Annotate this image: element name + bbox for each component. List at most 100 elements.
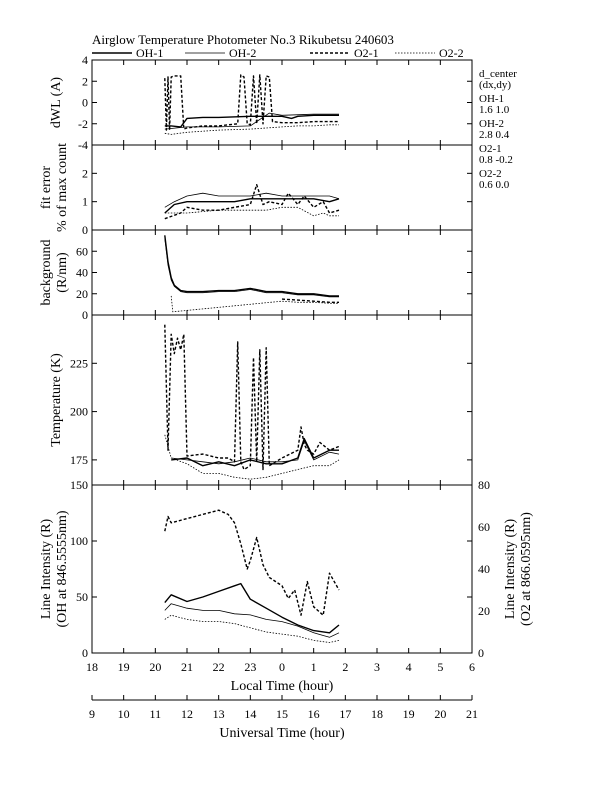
side-item-name: OH-1 bbox=[479, 93, 504, 105]
ut-tick-label: 13 bbox=[213, 707, 225, 721]
ut-tick-label: 14 bbox=[244, 707, 256, 721]
series-group bbox=[164, 324, 340, 480]
panel-frame bbox=[91, 314, 473, 486]
local-tick-label: 19 bbox=[118, 660, 130, 674]
y-tick-label: 100 bbox=[70, 534, 88, 548]
series-o2-1 bbox=[281, 298, 339, 303]
y-tick-label: 2 bbox=[82, 166, 88, 180]
y-tick-label: 175 bbox=[70, 453, 88, 467]
y-tick-label: 150 bbox=[70, 478, 88, 492]
y-label: fit error bbox=[39, 166, 54, 209]
series-o2-2 bbox=[164, 124, 339, 135]
panel-frame bbox=[91, 484, 473, 654]
ut-tick-label: 9 bbox=[89, 707, 95, 721]
y-tick-label: 50 bbox=[76, 590, 88, 604]
legend-entry-oh-1: OH-1 bbox=[92, 46, 163, 60]
y-tick-label: 0 bbox=[82, 96, 88, 110]
series-o2-1 bbox=[164, 509, 340, 616]
series-o2-1 bbox=[164, 324, 340, 471]
series-o2-2 bbox=[164, 206, 339, 217]
y-tick-label: 0 bbox=[82, 223, 88, 237]
y-right-tick-label: 0 bbox=[478, 646, 484, 660]
side-item-name: OH-2 bbox=[479, 118, 504, 130]
y-label-2: (R/nm) bbox=[55, 252, 70, 293]
series-oh-1 bbox=[164, 198, 340, 214]
y-label: Temperature (K) bbox=[49, 353, 64, 447]
local-tick-label: 22 bbox=[213, 660, 225, 674]
ut-tick-label: 18 bbox=[371, 707, 383, 721]
y-tick-label: -2 bbox=[78, 117, 88, 131]
series-oh-2-low bbox=[164, 603, 340, 638]
series-o2-2 bbox=[164, 614, 340, 643]
ut-tick-label: 21 bbox=[466, 707, 478, 721]
series-oh-2 bbox=[164, 112, 339, 130]
y-label: Line Intensity (R) bbox=[39, 519, 54, 620]
y-tick-label: 60 bbox=[76, 244, 88, 258]
series-o2-1 bbox=[164, 183, 340, 220]
y-tick-label: 0 bbox=[82, 308, 88, 322]
side-item-values: 0.6 0.0 bbox=[479, 179, 510, 191]
side-item-values: 1.6 1.0 bbox=[479, 104, 510, 116]
series-oh-1-low bbox=[164, 582, 340, 634]
y-tick-label: 200 bbox=[70, 405, 88, 419]
series-group bbox=[164, 183, 340, 220]
y-tick-label: 1 bbox=[82, 195, 88, 209]
ut-tick-label: 20 bbox=[434, 707, 446, 721]
y-label-2: % of max count bbox=[55, 143, 70, 232]
chart-title: Airglow Temperature Photometer No.3 Riku… bbox=[92, 32, 394, 47]
panel-frame bbox=[91, 59, 473, 146]
local-tick-label: 4 bbox=[406, 660, 412, 674]
panel-frame bbox=[91, 144, 473, 231]
panel-temp: 225 200 175 Temperature (K) bbox=[49, 314, 473, 486]
legend-label: O2-2 bbox=[439, 46, 464, 60]
series-group bbox=[164, 74, 339, 135]
y-right-tick-label: 80 bbox=[478, 478, 490, 492]
local-tick-label: 3 bbox=[374, 660, 380, 674]
series-o2-2 bbox=[164, 434, 340, 480]
side-item-name: O2-2 bbox=[479, 168, 502, 180]
legend-label: OH-2 bbox=[229, 46, 256, 60]
y-label: background bbox=[39, 239, 54, 305]
side-info: d_center(dx,dy) OH-11.6 1.0 OH-22.8 0.4 O2-… bbox=[479, 68, 517, 191]
ut-tick-label: 15 bbox=[276, 707, 288, 721]
local-tick-label: 18 bbox=[86, 660, 98, 674]
side-subtitle: (dx,dy) bbox=[479, 79, 511, 91]
local-tick-label: 2 bbox=[342, 660, 348, 674]
y-tick-label: -4 bbox=[78, 138, 88, 152]
side-item-values: 0.8 -0.2 bbox=[479, 154, 513, 166]
series-group bbox=[164, 235, 339, 313]
y-label-2: (OH at 846.5555nm) bbox=[55, 510, 70, 627]
legend-label: OH-1 bbox=[136, 46, 163, 60]
ut-tick-label: 19 bbox=[403, 707, 415, 721]
y-right-tick-label: 40 bbox=[478, 562, 490, 576]
y-right-tick-label: 20 bbox=[478, 604, 490, 618]
y-label: dWL (A) bbox=[49, 77, 64, 129]
ut-tick-label: 10 bbox=[118, 707, 130, 721]
series-o2-1 bbox=[164, 74, 339, 131]
ut-axis-label: Universal Time (hour) bbox=[219, 726, 345, 741]
y-tick-label: 0 bbox=[82, 646, 88, 660]
legend-entry-oh-2: OH-2 bbox=[185, 46, 256, 60]
series-group bbox=[164, 476, 340, 643]
ut-tick-label: 11 bbox=[150, 707, 162, 721]
series-oh-1 bbox=[171, 437, 339, 467]
local-tick-label: 20 bbox=[149, 660, 161, 674]
side-item-name: O2-1 bbox=[479, 143, 502, 155]
legend-label: O2-1 bbox=[354, 46, 379, 60]
series-oh-2 bbox=[164, 238, 339, 298]
y-right-label: Line Intensity (R) bbox=[503, 519, 518, 620]
legend: OH-1 OH-2 O2-1 O2-2 bbox=[92, 46, 464, 60]
series-oh-2 bbox=[164, 192, 340, 208]
local-tick-label: 0 bbox=[279, 660, 285, 674]
legend-entry-o2-1: O2-1 bbox=[310, 46, 379, 60]
panel-fit: 2 1 0 fit error% of max count bbox=[39, 143, 473, 237]
series-oh-2 bbox=[282, 476, 339, 479]
y-tick-label: 4 bbox=[82, 53, 88, 67]
ut-tick-label: 17 bbox=[339, 707, 351, 721]
y-tick-label: 2 bbox=[82, 74, 88, 88]
local-tick-label: 21 bbox=[181, 660, 193, 674]
